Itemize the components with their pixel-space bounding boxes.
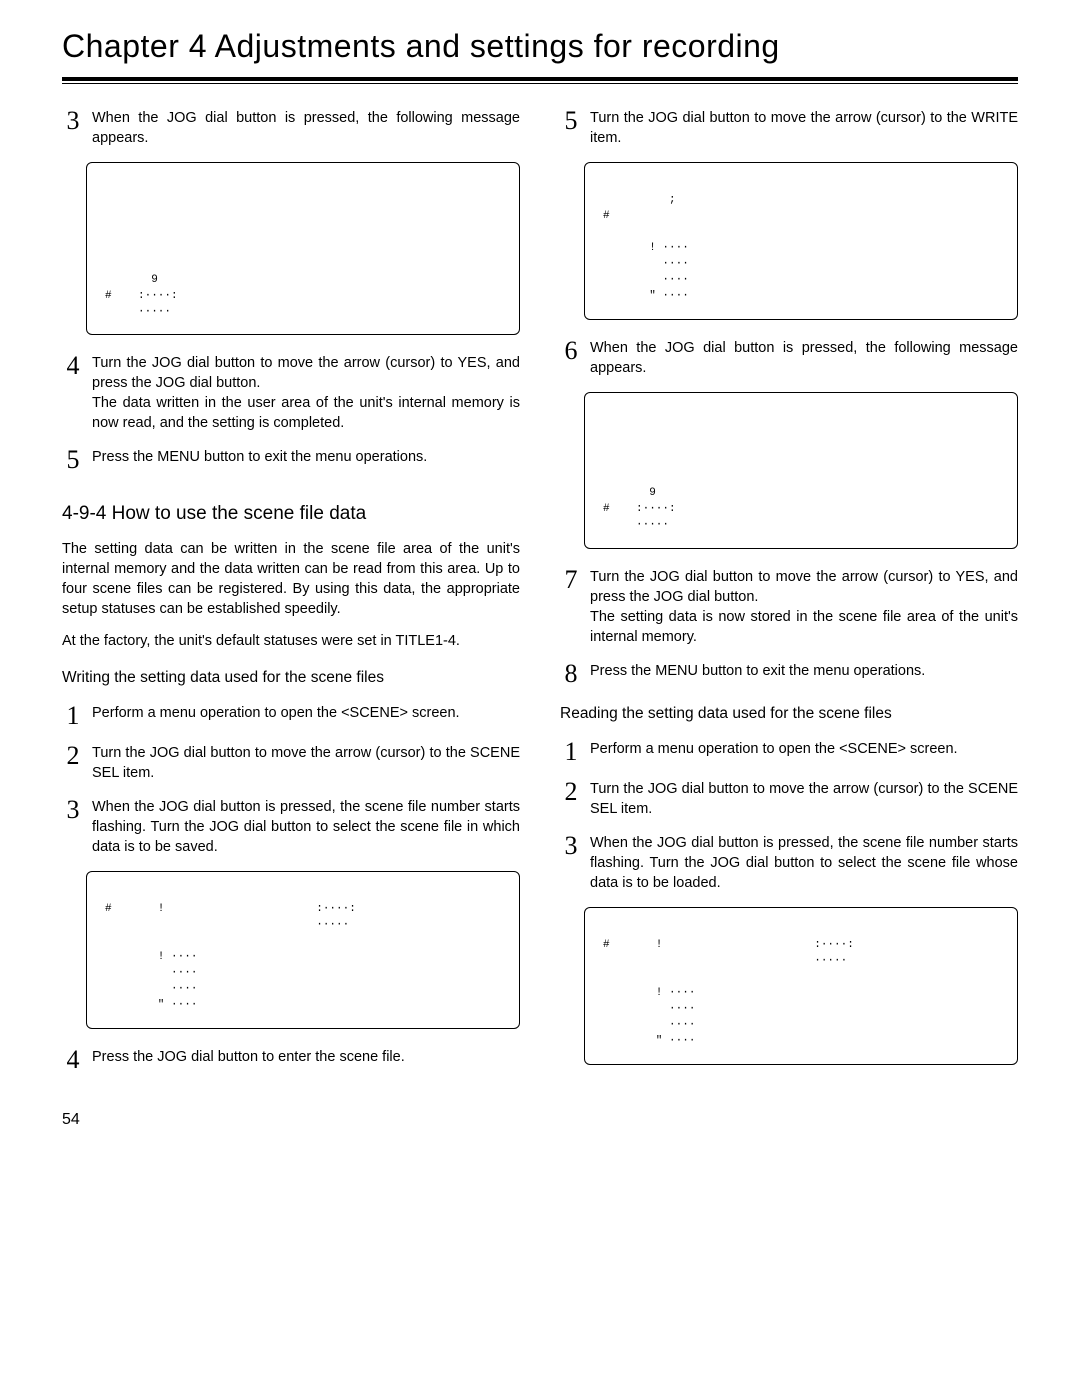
step-number: 1 (62, 703, 84, 729)
sub-heading: Reading the setting data used for the sc… (560, 705, 1018, 723)
step-text: Perform a menu operation to open the <SC… (590, 739, 1018, 759)
step-text: Press the MENU button to exit the menu o… (590, 661, 1018, 681)
screen-panel: # ! :····: ····· ! ···· ···· ···· " ···· (584, 907, 1018, 1065)
step: 6 When the JOG dial button is pressed, t… (560, 338, 1018, 378)
step-number: 5 (560, 108, 582, 134)
rule-thin (62, 83, 1018, 84)
step-number: 2 (560, 779, 582, 805)
content-columns: 3 When the JOG dial button is pressed, t… (62, 108, 1018, 1087)
step-text: Perform a menu operation to open the <SC… (92, 703, 520, 723)
left-column: 3 When the JOG dial button is pressed, t… (62, 108, 520, 1087)
step: 8 Press the MENU button to exit the menu… (560, 661, 1018, 687)
step-text: Press the JOG dial button to enter the s… (92, 1047, 520, 1067)
step-number: 3 (560, 833, 582, 859)
page-number: 54 (62, 1111, 1018, 1129)
step-text: Turn the JOG dial button to move the arr… (590, 108, 1018, 148)
step-number: 6 (560, 338, 582, 364)
step-number: 8 (560, 661, 582, 687)
step: 3 When the JOG dial button is pressed, t… (62, 108, 520, 148)
step: 1 Perform a menu operation to open the <… (62, 703, 520, 729)
sub-heading: Writing the setting data used for the sc… (62, 669, 520, 687)
step: 4 Press the JOG dial button to enter the… (62, 1047, 520, 1073)
step: 7 Turn the JOG dial button to move the a… (560, 567, 1018, 647)
step-number: 4 (62, 1047, 84, 1073)
step-main: Turn the JOG dial button to move the arr… (92, 355, 520, 391)
step: 2 Turn the JOG dial button to move the a… (62, 743, 520, 783)
step-text: When the JOG dial button is pressed, the… (92, 108, 520, 148)
section-heading: 4-9-4 How to use the scene file data (62, 503, 520, 525)
step-number: 4 (62, 353, 84, 379)
step-text: When the JOG dial button is pressed, the… (590, 338, 1018, 378)
step: 1 Perform a menu operation to open the <… (560, 739, 1018, 765)
step-text: Turn the JOG dial button to move the arr… (590, 567, 1018, 647)
rule-thick (62, 77, 1018, 81)
step-number: 1 (560, 739, 582, 765)
chapter-title: Chapter 4 Adjustments and settings for r… (62, 28, 1018, 65)
step: 5 Press the MENU button to exit the menu… (62, 447, 520, 473)
step-text: When the JOG dial button is pressed, the… (92, 797, 520, 857)
step-number: 5 (62, 447, 84, 473)
step-text: When the JOG dial button is pressed, the… (590, 833, 1018, 893)
screen-panel: 9 # :····: ····· (86, 162, 520, 335)
step-main: Turn the JOG dial button to move the arr… (590, 569, 1018, 605)
step: 5 Turn the JOG dial button to move the a… (560, 108, 1018, 148)
step-number: 2 (62, 743, 84, 769)
right-column: 5 Turn the JOG dial button to move the a… (560, 108, 1018, 1087)
screen-panel: ; # ! ···· ···· ···· " ···· (584, 162, 1018, 320)
body-paragraph: The setting data can be written in the s… (62, 539, 520, 619)
step-text: Press the MENU button to exit the menu o… (92, 447, 520, 467)
step-number: 3 (62, 797, 84, 823)
screen-panel: 9 # :····: ····· (584, 392, 1018, 550)
step-text: Turn the JOG dial button to move the arr… (92, 353, 520, 433)
step-number: 7 (560, 567, 582, 593)
step: 4 Turn the JOG dial button to move the a… (62, 353, 520, 433)
screen-panel: # ! :····: ····· ! ···· ···· ···· " ···· (86, 871, 520, 1029)
step-text: Turn the JOG dial button to move the arr… (590, 779, 1018, 819)
step-text: Turn the JOG dial button to move the arr… (92, 743, 520, 783)
step: 2 Turn the JOG dial button to move the a… (560, 779, 1018, 819)
step: 3 When the JOG dial button is pressed, t… (62, 797, 520, 857)
step-sub: The setting data is now stored in the sc… (590, 607, 1018, 647)
step: 3 When the JOG dial button is pressed, t… (560, 833, 1018, 893)
step-number: 3 (62, 108, 84, 134)
body-paragraph: At the factory, the unit's default statu… (62, 631, 520, 651)
step-sub: The data written in the user area of the… (92, 393, 520, 433)
